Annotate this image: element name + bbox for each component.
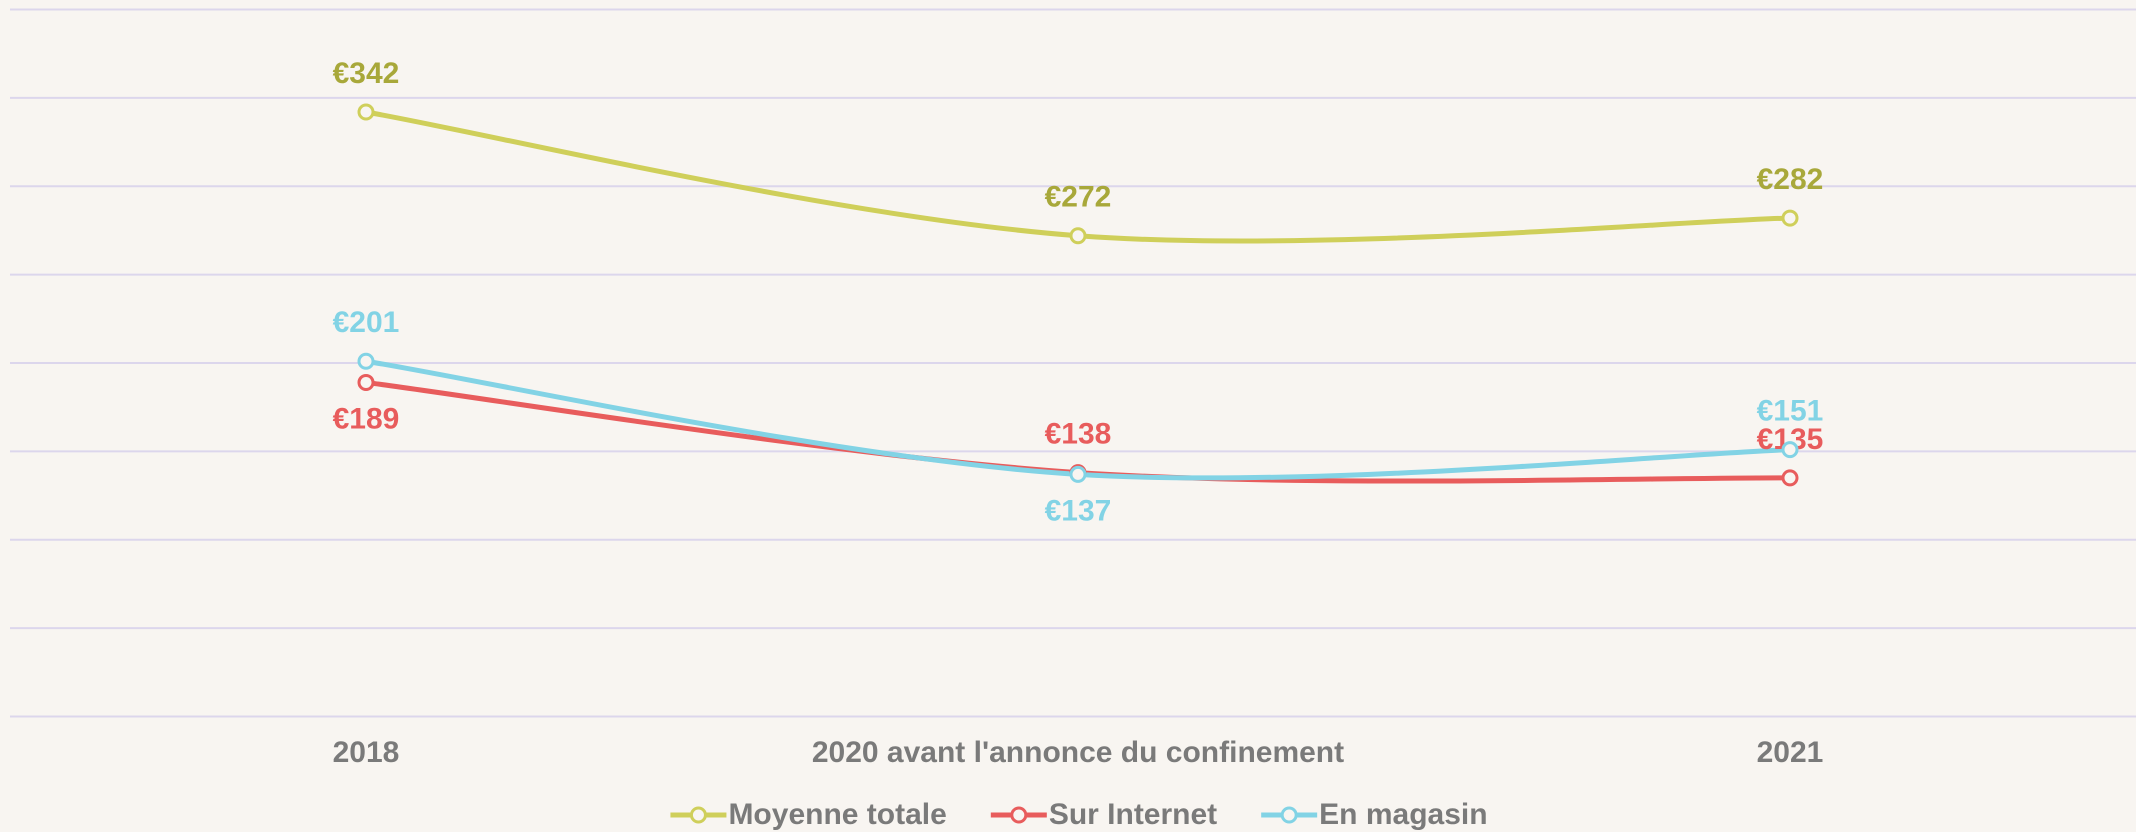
data-label: €138 (1045, 418, 1112, 451)
data-label: €137 (1045, 494, 1112, 527)
x-tick-label: 2021 (1757, 736, 1824, 769)
data-point (1781, 441, 1799, 459)
data-point (1781, 209, 1799, 227)
data-point (357, 103, 375, 121)
data-point (1069, 227, 1087, 245)
data-label: €272 (1045, 181, 1112, 214)
data-label: €151 (1757, 395, 1824, 428)
data-point (1069, 465, 1087, 483)
x-tick-label: 2018 (333, 736, 400, 769)
data-point (357, 352, 375, 370)
data-label: €342 (333, 57, 400, 90)
data-point (357, 373, 375, 391)
legend-label: Sur Internet (1049, 798, 1217, 831)
legend-marker (1010, 806, 1028, 824)
x-tick-label: 2020 avant l'annonce du confinement (812, 736, 1344, 769)
legend-label: Moyenne totale (728, 798, 946, 831)
data-point (1781, 469, 1799, 487)
series-line (365, 109, 1791, 244)
data-label: €201 (333, 306, 400, 339)
legend-marker (689, 806, 707, 824)
data-label: €189 (333, 402, 400, 435)
legend-marker (1280, 806, 1298, 824)
data-label: €282 (1757, 163, 1824, 196)
legend-label: En magasin (1319, 798, 1487, 831)
legend: Moyenne totale Sur Internet En magasin (670, 798, 1488, 831)
